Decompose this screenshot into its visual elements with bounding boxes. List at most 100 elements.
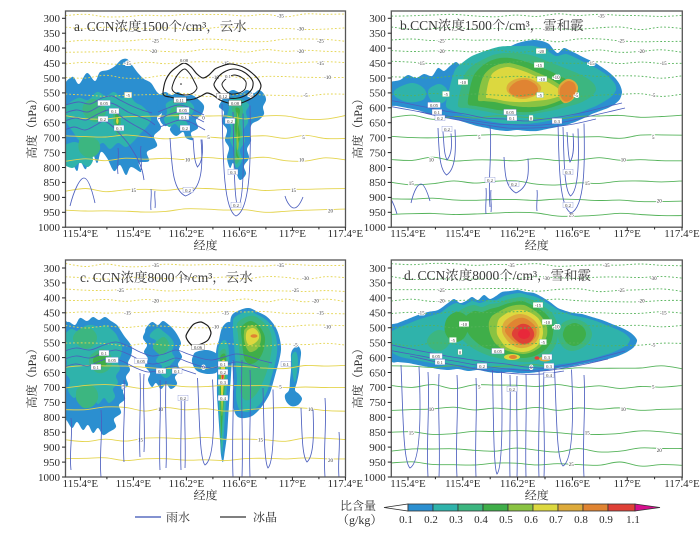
svg-text:0.11: 0.11 xyxy=(176,98,185,103)
svg-text:经度: 经度 xyxy=(525,489,549,503)
svg-text:-35: -35 xyxy=(603,264,610,269)
svg-text:850: 850 xyxy=(44,177,61,189)
svg-text:0.1: 0.1 xyxy=(181,115,187,120)
svg-text:400: 400 xyxy=(369,43,386,55)
svg-text:-35: -35 xyxy=(277,15,284,20)
svg-text:300: 300 xyxy=(44,263,61,275)
svg-text:0.2: 0.2 xyxy=(487,178,493,183)
svg-text:-10: -10 xyxy=(212,326,219,331)
svg-text:（g/kg）: （g/kg） xyxy=(337,513,382,527)
svg-text:600: 600 xyxy=(369,352,386,364)
svg-text:1.1: 1.1 xyxy=(626,514,640,526)
svg-text:1000: 1000 xyxy=(38,472,61,484)
svg-text:0.1: 0.1 xyxy=(174,369,180,374)
svg-text:-10: -10 xyxy=(212,76,219,81)
svg-text:115.4°E: 115.4°E xyxy=(116,228,152,240)
svg-text:0.5: 0.5 xyxy=(499,514,513,526)
svg-text:0.3: 0.3 xyxy=(230,170,236,175)
svg-text:550: 550 xyxy=(44,88,61,100)
svg-text:-10: -10 xyxy=(324,326,331,331)
svg-text:-5: -5 xyxy=(651,94,656,99)
svg-text:-25: -25 xyxy=(152,40,159,45)
svg-text:0.05: 0.05 xyxy=(430,103,439,108)
svg-text:-5: -5 xyxy=(444,92,449,97)
svg-text:-5: -5 xyxy=(126,93,131,98)
svg-text:450: 450 xyxy=(369,308,386,320)
svg-text:10: 10 xyxy=(308,408,314,413)
svg-text:0: 0 xyxy=(530,366,533,371)
svg-text:-30: -30 xyxy=(182,277,189,282)
svg-text:117°E: 117°E xyxy=(279,228,306,240)
svg-text:0.4: 0.4 xyxy=(220,396,226,401)
svg-text:高度（hPa）: 高度（hPa） xyxy=(25,342,39,408)
svg-text:0: 0 xyxy=(202,117,205,122)
svg-text:-15: -15 xyxy=(317,62,324,67)
svg-text:0.1: 0.1 xyxy=(101,351,107,356)
svg-text:400: 400 xyxy=(44,43,61,55)
svg-text:0.4: 0.4 xyxy=(546,373,552,378)
svg-text:1000: 1000 xyxy=(38,222,61,234)
svg-text:400: 400 xyxy=(44,293,61,305)
svg-text:-15: -15 xyxy=(124,312,131,317)
svg-text:300: 300 xyxy=(369,263,386,275)
svg-text:25: 25 xyxy=(569,463,575,468)
svg-text:0.1: 0.1 xyxy=(434,110,440,115)
svg-text:-25: -25 xyxy=(438,40,445,45)
svg-text:115.4°E: 115.4°E xyxy=(445,478,481,490)
svg-text:0.1: 0.1 xyxy=(225,74,231,79)
svg-text:-5: -5 xyxy=(541,340,546,345)
svg-text:500: 500 xyxy=(44,323,61,335)
svg-text:550: 550 xyxy=(44,337,61,349)
svg-text:1000: 1000 xyxy=(364,472,387,484)
svg-text:650: 650 xyxy=(369,118,386,130)
svg-text:750: 750 xyxy=(44,397,61,409)
svg-text:0.3: 0.3 xyxy=(554,119,560,124)
svg-text:700: 700 xyxy=(369,382,386,394)
svg-text:500: 500 xyxy=(369,73,386,85)
svg-text:0.05: 0.05 xyxy=(179,108,188,113)
svg-text:-15: -15 xyxy=(535,303,542,308)
svg-text:115.4°E: 115.4°E xyxy=(63,228,99,240)
svg-text:116.6°E: 116.6°E xyxy=(222,228,258,240)
svg-text:800: 800 xyxy=(369,412,386,424)
svg-text:10: 10 xyxy=(429,159,435,164)
svg-text:15: 15 xyxy=(291,189,297,194)
svg-text:-5: -5 xyxy=(574,94,579,99)
svg-text:20: 20 xyxy=(328,210,334,215)
svg-text:0.2: 0.2 xyxy=(227,119,233,124)
svg-text:15: 15 xyxy=(409,432,415,437)
svg-text:5: 5 xyxy=(478,386,481,391)
svg-text:0.2: 0.2 xyxy=(565,203,571,208)
svg-text:115.4°E: 115.4°E xyxy=(116,478,152,490)
svg-text:15: 15 xyxy=(258,439,264,444)
svg-text:116.6°E: 116.6°E xyxy=(222,478,258,490)
svg-text:0.2: 0.2 xyxy=(444,127,450,132)
svg-text:0.7: 0.7 xyxy=(549,514,563,526)
svg-text:-25: -25 xyxy=(292,289,299,294)
svg-text:-10: -10 xyxy=(539,77,546,82)
svg-text:450: 450 xyxy=(369,58,386,70)
svg-text:0.8: 0.8 xyxy=(574,514,588,526)
svg-text:15: 15 xyxy=(131,189,137,194)
svg-text:-30: -30 xyxy=(543,277,550,282)
svg-text:0.2: 0.2 xyxy=(509,387,515,392)
svg-text:5: 5 xyxy=(478,136,481,141)
svg-text:-25: -25 xyxy=(317,40,324,45)
svg-text:700: 700 xyxy=(44,133,61,145)
svg-text:0.2: 0.2 xyxy=(220,370,226,375)
svg-text:0.05: 0.05 xyxy=(137,359,146,364)
svg-text:5: 5 xyxy=(302,136,305,141)
svg-text:-5: -5 xyxy=(248,94,253,99)
svg-text:-10: -10 xyxy=(324,76,331,81)
svg-text:0.3: 0.3 xyxy=(116,126,122,131)
svg-text:-30: -30 xyxy=(543,28,550,33)
svg-text:10: 10 xyxy=(429,408,435,413)
svg-text:-15: -15 xyxy=(222,312,229,317)
svg-text:950: 950 xyxy=(44,207,61,219)
svg-text:700: 700 xyxy=(369,133,386,145)
svg-text:-10: -10 xyxy=(553,326,560,331)
svg-text:117°E: 117°E xyxy=(614,228,641,240)
svg-text:700: 700 xyxy=(44,382,61,394)
svg-text:0.12: 0.12 xyxy=(219,94,228,99)
svg-text:-20: -20 xyxy=(538,49,545,54)
